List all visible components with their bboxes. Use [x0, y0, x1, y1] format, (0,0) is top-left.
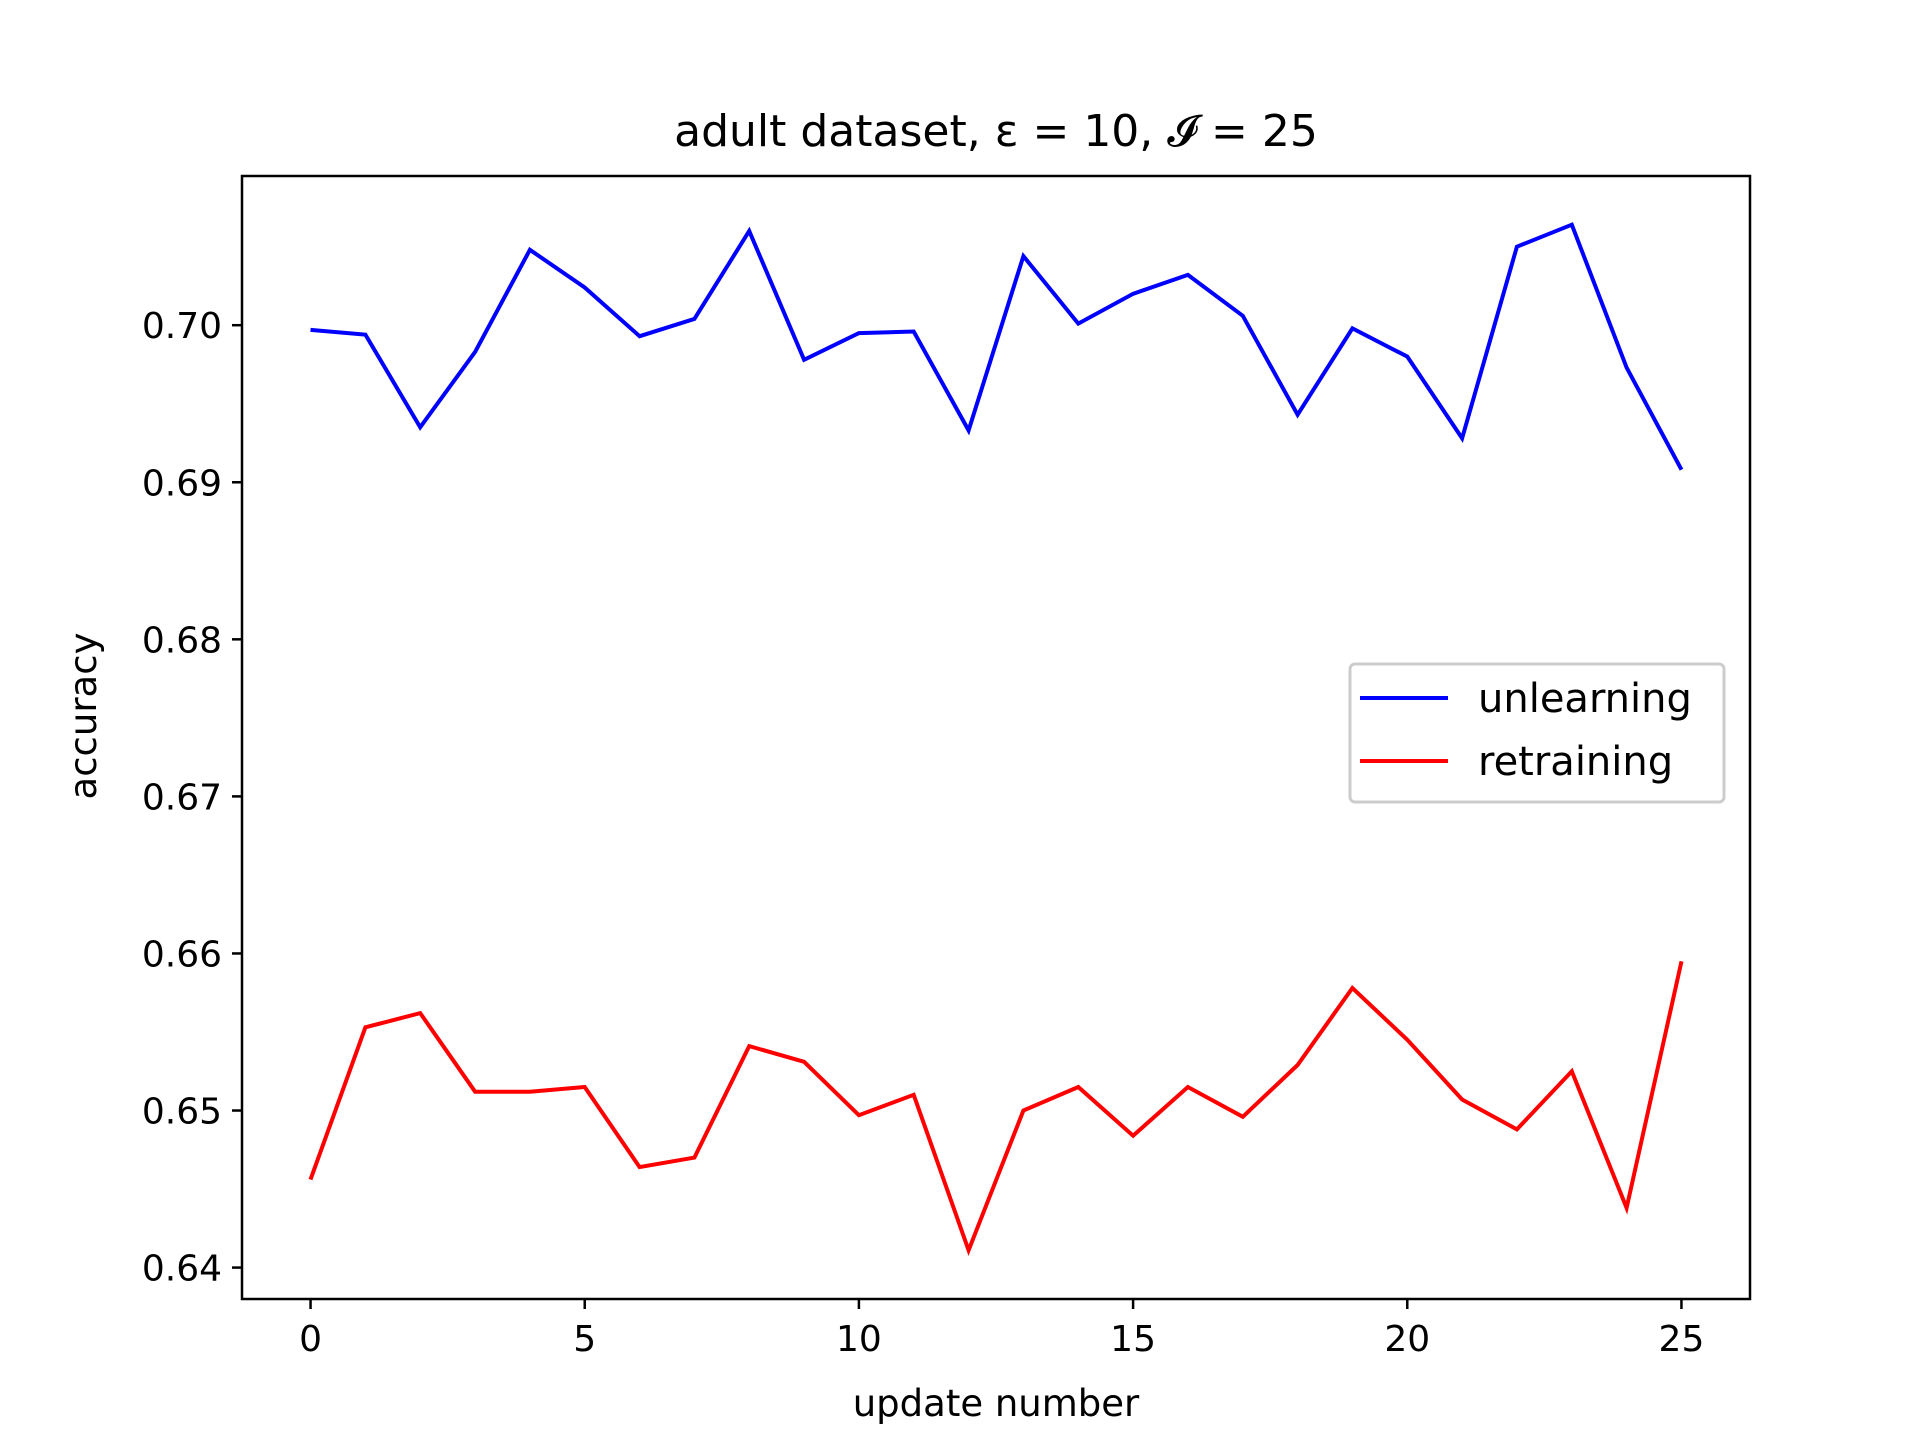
series-lines — [308, 222, 1684, 1257]
y-tick-label-0.65: 0.65 — [142, 1092, 222, 1133]
x-tick-label-25: 25 — [1659, 1319, 1705, 1360]
x-tick-label-10: 10 — [836, 1319, 882, 1360]
legend-label-retraining: retraining — [1478, 739, 1673, 785]
y-tick-label-0.67: 0.67 — [142, 777, 222, 818]
x-tick-label-5: 5 — [573, 1319, 596, 1360]
x-tick-label-0: 0 — [299, 1319, 322, 1360]
y-tick-label-0.69: 0.69 — [142, 463, 222, 504]
y-axis-title: accuracy — [62, 633, 105, 800]
x-tick-label-15: 15 — [1110, 1319, 1156, 1360]
x-axis-title: update number — [853, 1382, 1140, 1425]
y-tick-label-0.70: 0.70 — [142, 306, 222, 347]
series-line-retraining — [308, 960, 1684, 1257]
plot-frame — [240, 174, 1752, 1301]
axes — [240, 174, 1752, 1301]
ticks: 0 5 10 15 20 25 0.64 0.65 0.66 0.67 0.68 0.69 0.70 — [142, 306, 1705, 1360]
y-tick-label-0.66: 0.66 — [142, 934, 222, 975]
legend-label-unlearning: unlearning — [1478, 676, 1692, 722]
y-tick-label-0.68: 0.68 — [142, 620, 222, 661]
series-line-unlearning — [310, 222, 1684, 471]
x-tick-label-20: 20 — [1384, 1319, 1430, 1360]
chart-title: adult dataset, ε = 10, 𝓘 = 25 — [674, 106, 1318, 157]
legend: unlearning retraining — [1348, 662, 1726, 804]
y-tick-label-0.64: 0.64 — [142, 1249, 222, 1290]
